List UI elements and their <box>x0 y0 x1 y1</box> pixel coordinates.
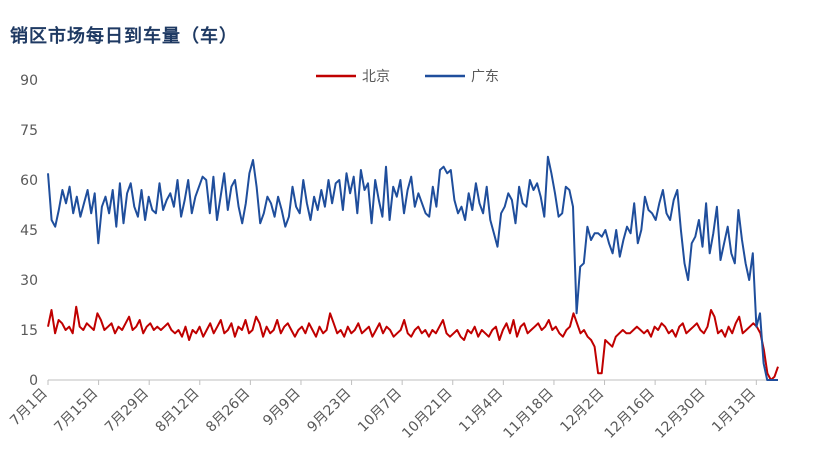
x-tick-label: 7月15日 <box>51 386 101 436</box>
axes: 0 15 30 45 60 75 90 7月1日 7月15日 7月29日 8月12日 8月26日 9月9… <box>7 73 778 442</box>
x-tick-label: 12月30日 <box>652 386 708 442</box>
series-line-beijing <box>47 305 779 381</box>
x-tick-label: 11月18日 <box>500 386 556 442</box>
series-line-guangdong <box>47 155 778 381</box>
x-tick-label: 11月4日 <box>456 386 506 436</box>
y-tick-label: 75 <box>20 123 38 139</box>
legend-label: 广东 <box>471 69 499 85</box>
y-tick-label: 30 <box>20 273 38 289</box>
y-tick-label: 60 <box>20 173 38 189</box>
x-tick-label: 9月23日 <box>304 386 354 436</box>
y-tick-label: 90 <box>20 73 38 89</box>
y-tick-label: 15 <box>20 323 38 339</box>
x-tick-label: 10月21日 <box>399 386 455 442</box>
x-tick-label: 7月29日 <box>102 386 152 436</box>
y-tick-label: 45 <box>20 223 38 239</box>
x-tick-label: 12月2日 <box>557 386 607 436</box>
x-tick-label: 9月9日 <box>260 386 304 430</box>
series-lines <box>47 155 779 381</box>
x-tick-label: 7月1日 <box>7 386 51 430</box>
legend: 北京 广东 <box>316 69 499 85</box>
x-tick-label: 12月16日 <box>602 386 658 442</box>
chart-title: 销区市场每日到车量（车） <box>10 26 238 47</box>
x-tick-label: 8月12日 <box>153 386 203 436</box>
x-tick-label: 1月13日 <box>709 386 759 436</box>
x-tick-label: 10月7日 <box>355 386 405 436</box>
x-tick-label: 8月26日 <box>203 386 253 436</box>
y-tick-label: 0 <box>29 373 38 389</box>
legend-label: 北京 <box>362 69 390 85</box>
